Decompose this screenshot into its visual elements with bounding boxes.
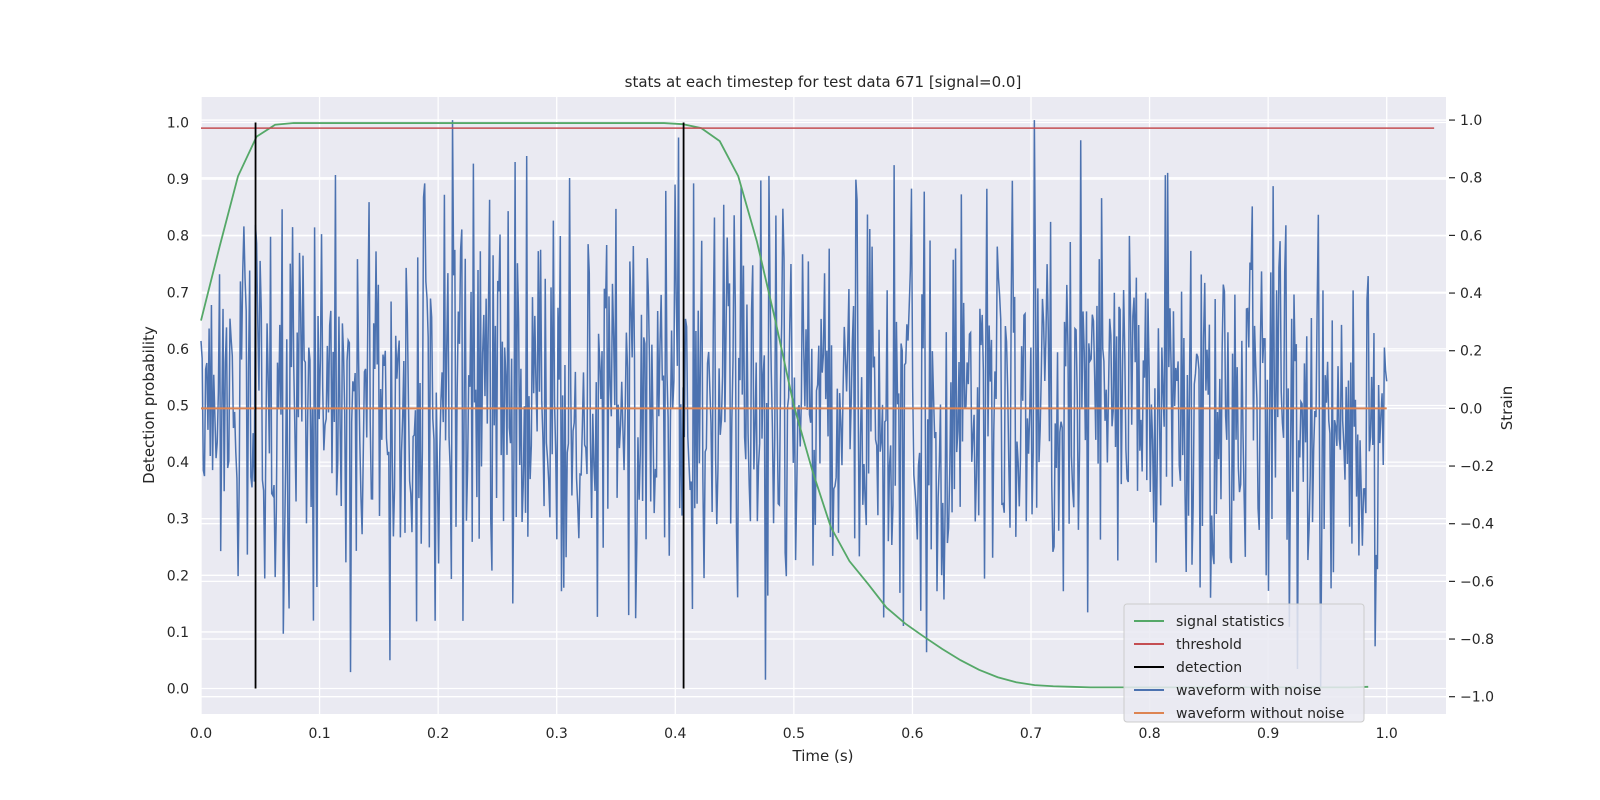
y-right-tick-label: −1.0 <box>1460 690 1494 706</box>
x-tick-label: 0.3 <box>546 726 568 742</box>
y-right-tick-label: 0.0 <box>1460 401 1482 417</box>
legend-label: detection <box>1176 660 1242 676</box>
y-left-tick-label: 1.0 <box>167 115 189 131</box>
y-right-tick-label: 1.0 <box>1460 113 1482 129</box>
y-right-tick-label: 0.8 <box>1460 171 1482 187</box>
y-left-tick-label: 0.1 <box>167 625 189 641</box>
legend-box <box>1123 603 1365 723</box>
x-tick-label: 0.2 <box>427 726 449 742</box>
y-left-tick-label: 0.0 <box>167 682 189 698</box>
x-tick-label: 0.7 <box>1020 726 1042 742</box>
legend: signal statistics threshold detection wavef… <box>1123 603 1365 723</box>
y-right-tick-label: 0.4 <box>1460 286 1482 302</box>
y-left-tick-label: 0.2 <box>167 568 189 584</box>
left-axis: 0.0 0.1 0.2 0.3 0.4 0.5 0.6 0.7 0.8 0.9 1.0 <box>167 115 189 697</box>
chart-title: stats at each timestep for test data 671… <box>625 73 1022 91</box>
legend-label: waveform without noise <box>1176 706 1344 722</box>
legend-label: threshold <box>1176 637 1242 653</box>
y-right-tick-label: −0.2 <box>1460 459 1494 475</box>
y-left-tick-label: 0.3 <box>167 512 189 528</box>
y-left-tick-label: 0.4 <box>167 455 189 471</box>
y-right-tick-label: −0.6 <box>1460 574 1494 590</box>
series-layer <box>200 120 1435 689</box>
y-axis-label-right: Strain <box>1498 386 1516 430</box>
y-left-tick-label: 0.8 <box>167 229 189 245</box>
x-tick-label: 0.1 <box>308 726 330 742</box>
x-tick-label: 0.6 <box>901 726 923 742</box>
x-tick-label: 0.4 <box>664 726 686 742</box>
y-left-tick-label: 0.7 <box>167 285 189 301</box>
y-left-tick-label: 0.5 <box>167 399 189 415</box>
x-axis: 0.0 0.1 0.2 0.3 0.4 0.5 0.6 0.7 0.8 0.9 1.0 <box>190 726 1398 742</box>
y-left-tick-label: 0.6 <box>167 342 189 358</box>
x-axis-label: Time (s) <box>792 747 854 765</box>
y-axis-label-left: Detection probability <box>140 326 158 484</box>
right-axis: −1.0 −0.8 −0.6 −0.4 −0.2 0.0 0.2 0.4 0.6 0.8 1.0 <box>1449 113 1494 706</box>
legend-label: waveform with noise <box>1176 683 1321 699</box>
y-right-tick-label: 0.2 <box>1460 344 1482 360</box>
y-right-tick-label: −0.4 <box>1460 517 1494 533</box>
x-tick-label: 0.8 <box>1138 726 1160 742</box>
x-tick-label: 1.0 <box>1376 726 1398 742</box>
y-left-tick-label: 0.9 <box>167 172 189 188</box>
x-tick-label: 0.0 <box>190 726 212 742</box>
x-tick-label: 0.5 <box>783 726 805 742</box>
series-waveform-with-noise <box>200 120 1388 689</box>
x-tick-label: 0.9 <box>1257 726 1279 742</box>
y-right-tick-label: 0.6 <box>1460 228 1482 244</box>
y-right-tick-label: −0.8 <box>1460 632 1494 648</box>
legend-label: signal statistics <box>1176 614 1284 630</box>
